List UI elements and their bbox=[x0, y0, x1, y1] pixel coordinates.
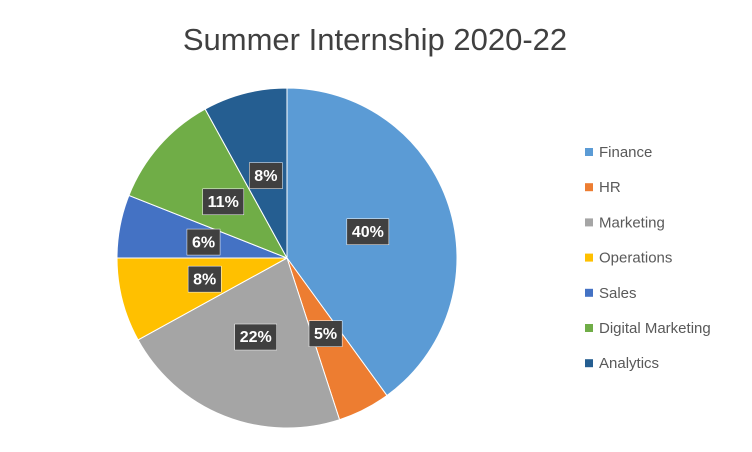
data-label: 8% bbox=[193, 271, 216, 288]
legend-marker bbox=[585, 253, 593, 262]
legend-label: Operations bbox=[599, 250, 672, 267]
legend-marker bbox=[585, 288, 593, 297]
data-label-box bbox=[202, 188, 245, 216]
legend-marker bbox=[585, 183, 593, 192]
data-label: 11% bbox=[208, 194, 239, 211]
legend-label: Marketing bbox=[599, 214, 665, 231]
data-label-box bbox=[186, 228, 221, 256]
legend-marker bbox=[585, 148, 593, 156]
data-label-box bbox=[234, 323, 277, 351]
data-label: 22% bbox=[240, 329, 272, 346]
pie-slice bbox=[204, 87, 288, 259]
legend-label: HR bbox=[599, 179, 621, 196]
data-label-box bbox=[308, 320, 343, 347]
legend-label: Digital Marketing bbox=[599, 320, 711, 337]
data-label: 6% bbox=[192, 234, 215, 251]
legend-label: Finance bbox=[599, 144, 652, 161]
data-label: 8% bbox=[254, 168, 277, 185]
data-label-box bbox=[249, 162, 283, 189]
legend-label: Sales bbox=[599, 285, 637, 302]
legend-marker bbox=[585, 359, 593, 368]
pie-slice bbox=[128, 108, 289, 259]
chart-title: Summer Internship 2020-22 bbox=[183, 22, 567, 57]
legend-marker bbox=[585, 324, 593, 332]
data-label-box bbox=[187, 265, 222, 293]
data-label-box bbox=[346, 218, 390, 245]
data-label: 40% bbox=[352, 224, 384, 241]
data-label: 5% bbox=[314, 326, 337, 343]
legend-label: Analytics bbox=[599, 355, 659, 372]
legend-marker bbox=[585, 218, 593, 227]
